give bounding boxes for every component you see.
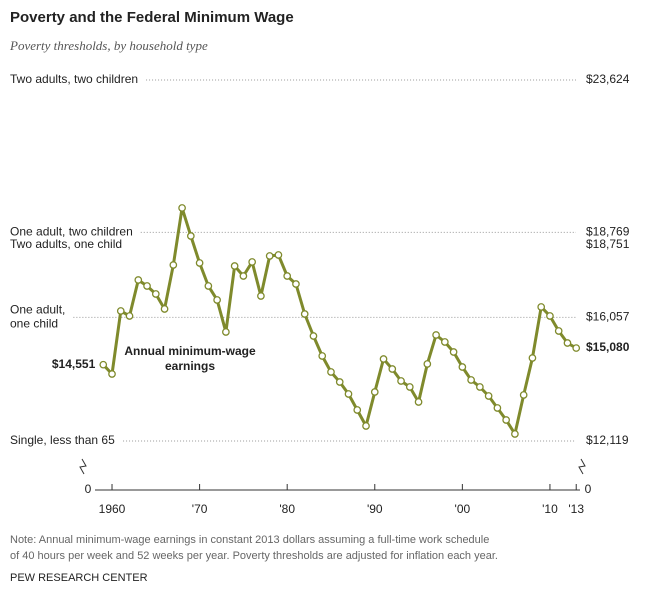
data-point: [476, 383, 484, 391]
data-point: [405, 383, 414, 391]
data-point: [318, 352, 327, 360]
x-tick-label: '80: [279, 502, 295, 516]
threshold-label: Two adults, one child: [10, 237, 122, 251]
data-point: [292, 280, 300, 288]
chart-title: Poverty and the Federal Minimum Wage: [10, 9, 294, 26]
data-point: [327, 368, 335, 376]
threshold-label: One adult, two children: [10, 224, 133, 238]
data-point: [353, 406, 362, 414]
data-point: [143, 282, 151, 290]
data-point: [414, 398, 423, 406]
data-point: [511, 430, 519, 438]
threshold-label: Two adults, two children: [10, 72, 138, 86]
data-point: [239, 272, 248, 280]
data-point: [125, 312, 134, 320]
data-point: [449, 348, 458, 356]
data-point: [186, 232, 195, 240]
threshold-label: one child: [10, 317, 58, 331]
data-point: [528, 354, 537, 362]
threshold-value-label: $18,769: [586, 224, 630, 238]
data-point: [563, 339, 572, 347]
data-point: [300, 310, 309, 318]
data-point: [116, 307, 125, 315]
note: of 40 hours per week and 52 weeks per ye…: [10, 550, 498, 562]
x-tick-label: '00: [455, 502, 471, 516]
source: PEW RESEARCH CENTER: [10, 572, 148, 584]
data-point: [546, 312, 554, 320]
data-point: [379, 355, 388, 363]
x-tick-label: '70: [192, 502, 208, 516]
data-point: [572, 344, 581, 352]
data-point: [440, 338, 449, 346]
data-point: [309, 332, 318, 340]
data-point: [178, 204, 186, 212]
data-point: [432, 331, 440, 339]
data-point: [134, 276, 143, 284]
data-point: [160, 305, 169, 313]
data-point: [388, 365, 397, 373]
data-point: [502, 416, 511, 424]
data-point: [335, 378, 344, 386]
x-tick-label: '10: [542, 502, 558, 516]
data-point: [283, 272, 292, 280]
x-tick-label: 1960: [99, 502, 126, 516]
data-point: [519, 391, 528, 399]
data-label: $14,551: [52, 357, 96, 371]
data-point: [248, 258, 257, 266]
x-tick-label: '13: [568, 502, 584, 516]
chart-subtitle: Poverty thresholds, by household type: [9, 38, 208, 53]
data-point: [537, 303, 546, 311]
x-tick-label: '90: [367, 502, 383, 516]
data-label: $15,080: [586, 340, 630, 354]
note: Note: Annual minimum-wage earnings in co…: [10, 534, 489, 546]
data-point: [467, 376, 475, 384]
data-point: [344, 390, 353, 398]
data-point: [222, 328, 230, 336]
data-point: [362, 422, 370, 430]
data-point: [99, 360, 108, 369]
threshold-value-label: $12,119: [586, 433, 629, 447]
data-point: [370, 388, 379, 396]
axis-break: [578, 458, 586, 475]
data-point: [274, 251, 283, 259]
data-point: [484, 392, 493, 400]
data-point: [213, 296, 221, 304]
y-break-label: 0: [585, 482, 592, 496]
threshold-label: Single, less than 65: [10, 433, 115, 447]
data-point: [265, 252, 274, 260]
threshold-label: One adult,: [10, 303, 65, 317]
y-break-label: 0: [85, 482, 92, 496]
data-point: [554, 327, 563, 335]
threshold-value-label: $16,057: [586, 310, 630, 324]
data-point: [397, 377, 405, 385]
data-point: [458, 363, 467, 371]
data-point: [108, 370, 116, 378]
data-point: [230, 262, 239, 270]
data-point: [204, 282, 213, 290]
annotation: Annual minimum-wage: [124, 344, 256, 358]
data-point: [493, 404, 502, 412]
data-point: [423, 360, 432, 368]
data-line: [102, 206, 577, 436]
annotation: earnings: [165, 359, 215, 373]
data-point: [169, 261, 178, 269]
data-point: [257, 292, 265, 300]
threshold-value-label: $18,751: [586, 237, 630, 251]
threshold-value-label: $23,624: [586, 72, 630, 86]
axis-break: [79, 458, 87, 475]
data-point: [195, 259, 204, 267]
data-point: [151, 290, 160, 298]
